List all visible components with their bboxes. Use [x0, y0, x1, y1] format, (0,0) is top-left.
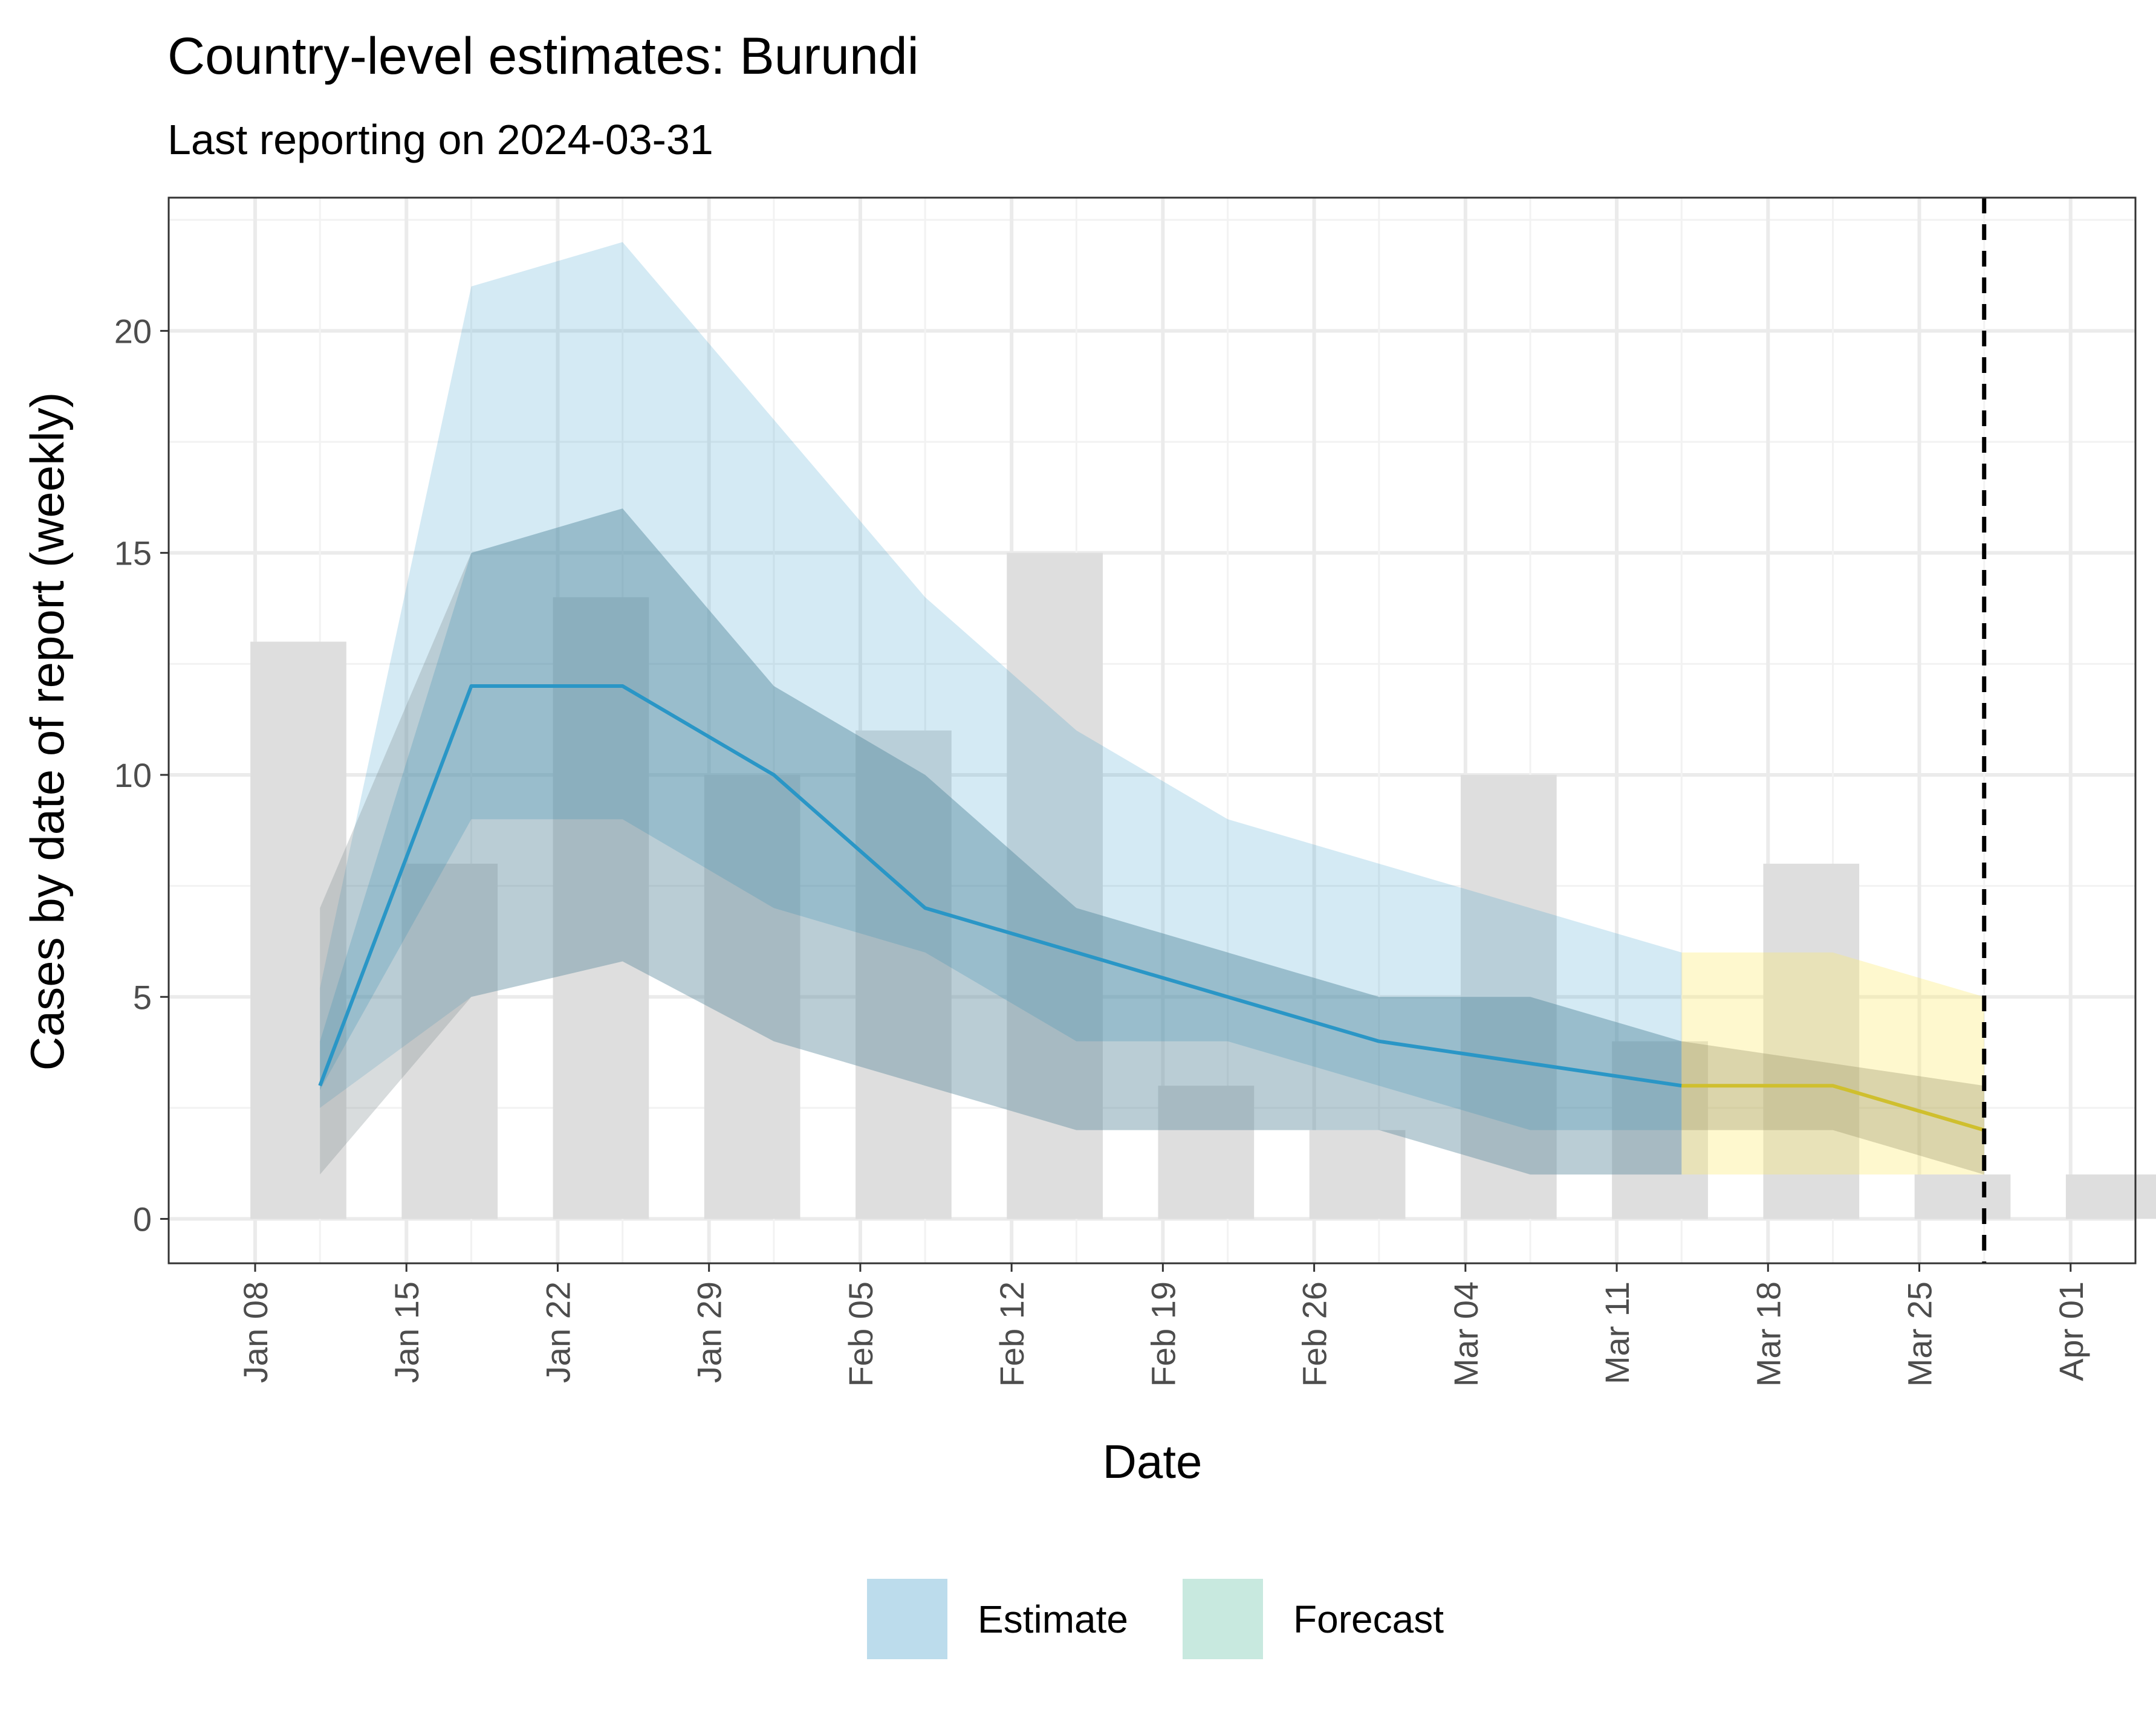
legend: Estimate Forecast [867, 1579, 1444, 1659]
x-tick-label: Jan 22 [539, 1281, 577, 1383]
forecast-band-90 [1681, 952, 1984, 1175]
bar [2065, 1174, 2156, 1219]
chart-subtitle: Last reporting on 2024-03-31 [167, 116, 713, 163]
x-tick-label: Feb 19 [1144, 1281, 1182, 1387]
x-tick-label: Jan 15 [388, 1281, 426, 1383]
legend-swatch [1183, 1579, 1263, 1659]
panel-border [167, 196, 2137, 1265]
bar [856, 730, 952, 1219]
bar [553, 597, 649, 1219]
axis-ticks: 0 5 10 15 20 Jan 08 Jan 15 Jan 22 Jan 29 Feb 05 Fe… [114, 312, 2090, 1387]
legend-swatch [867, 1579, 947, 1659]
x-axis-title: Date [1103, 1435, 1203, 1488]
y-tick-label: 20 [114, 312, 152, 350]
legend-label: Forecast [1293, 1598, 1444, 1641]
median-lines [318, 684, 1985, 1132]
y-tick-label: 5 [133, 978, 152, 1016]
x-tick-label: Feb 05 [842, 1281, 880, 1387]
x-tick-label: Jan 08 [236, 1281, 274, 1383]
estimate-band-50 [320, 508, 1682, 1130]
x-tick-label: Mar 11 [1598, 1281, 1636, 1384]
x-tick-label: Apr 01 [2052, 1281, 2090, 1381]
bar [1763, 863, 1860, 1219]
y-tick-label: 0 [133, 1200, 152, 1239]
forecast-median-line [1681, 1084, 1985, 1132]
bars [250, 552, 2156, 1219]
chart-title: Country-level estimates: Burundi [167, 27, 919, 85]
x-tick-label: Feb 12 [993, 1281, 1031, 1387]
x-tick-label: Feb 26 [1296, 1281, 1334, 1387]
bar [1007, 552, 1103, 1219]
y-axis-title: Cases by date of report (weekly) [21, 392, 74, 1071]
estimate-band-outer [320, 508, 1682, 1175]
bar [250, 641, 346, 1219]
bands [320, 242, 1984, 1175]
bar [1158, 1086, 1255, 1219]
bar [1914, 1174, 2011, 1219]
bar [1460, 774, 1557, 1219]
forecast-band-50 [1681, 1041, 1984, 1175]
x-tick-label: Mar 04 [1447, 1281, 1485, 1387]
bar [401, 863, 498, 1219]
bar [1309, 1130, 1406, 1219]
x-tick-label: Jan 29 [690, 1281, 729, 1383]
y-tick-label: 15 [114, 534, 152, 572]
bar [704, 774, 800, 1219]
y-tick-label: 10 [114, 756, 152, 794]
legend-label: Estimate [978, 1598, 1128, 1641]
bar [1612, 1041, 1708, 1219]
x-tick-label: Mar 18 [1749, 1281, 1787, 1387]
x-tick-label: Mar 25 [1901, 1281, 1939, 1387]
estimate-band-90 [320, 242, 1682, 1175]
estimate-median-line [318, 684, 1682, 1088]
